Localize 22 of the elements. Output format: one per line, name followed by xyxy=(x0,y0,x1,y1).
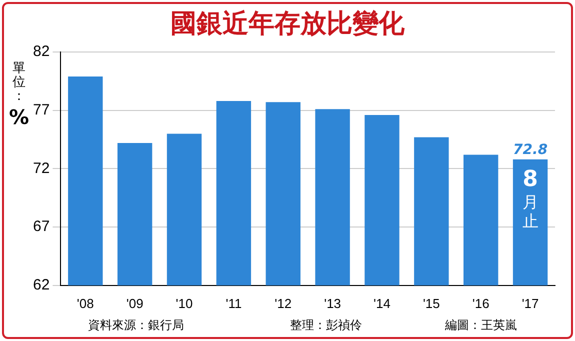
y-tick-label: 82 xyxy=(32,43,50,60)
text: 編圖：王英嵐 xyxy=(445,317,517,334)
x-tick-label: '13 xyxy=(324,296,342,311)
x-tick-label: '16 xyxy=(472,296,490,311)
data-label: 72.8 xyxy=(513,142,548,158)
y-tick-label: 77 xyxy=(32,101,50,118)
x-tick-label: '14 xyxy=(374,296,390,311)
y-tick-label: 72 xyxy=(32,160,50,177)
y-tick-label: 62 xyxy=(32,276,50,294)
chart-title: 國銀近年存放比變化 xyxy=(170,8,406,41)
x-tick-label: '17 xyxy=(522,296,539,311)
y-tick-label: 67 xyxy=(32,218,50,236)
x-tick-label: '11 xyxy=(226,296,242,311)
x-tick-label: '15 xyxy=(422,296,440,311)
x-tick-label: '12 xyxy=(274,296,292,311)
x-tick-label: '09 xyxy=(126,296,144,311)
x-tick-label: '10 xyxy=(176,296,193,311)
y-axis-title: 單位：% xyxy=(8,61,30,129)
source-note: 資料來源：銀行局 xyxy=(88,317,184,334)
text: 整理：彭禎伶 xyxy=(290,317,362,334)
annotation: 8月止 xyxy=(522,167,538,231)
x-tick-label: '08 xyxy=(76,296,94,311)
